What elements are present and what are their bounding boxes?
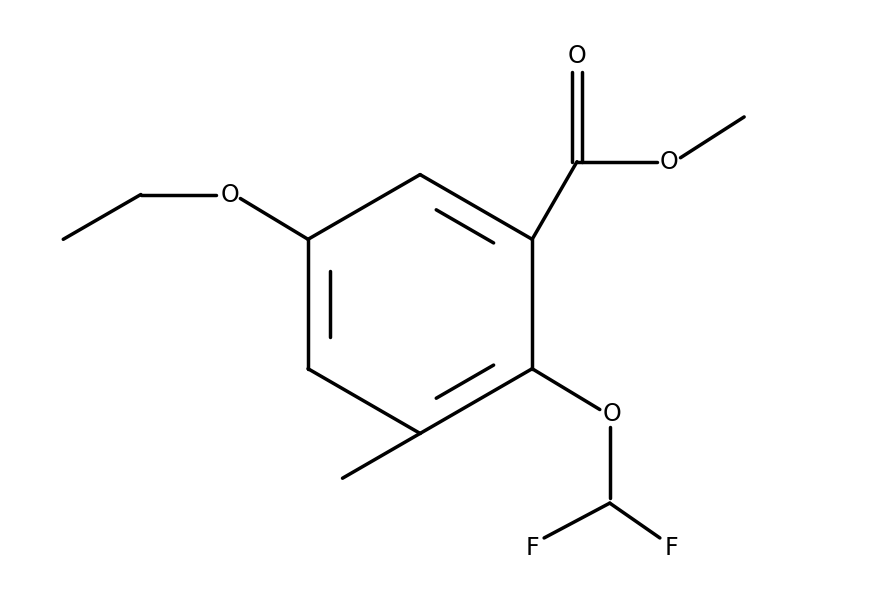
Text: O: O	[602, 402, 621, 426]
Text: F: F	[665, 536, 679, 560]
Text: O: O	[659, 150, 678, 174]
Text: F: F	[525, 536, 539, 560]
Text: O: O	[568, 44, 586, 68]
Text: O: O	[221, 182, 240, 206]
